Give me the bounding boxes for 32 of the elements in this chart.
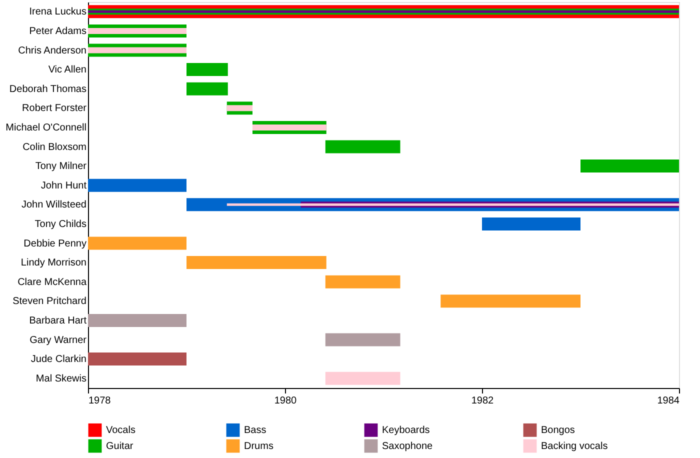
legend-label: Backing vocals: [541, 441, 608, 452]
y-tick-label: Peter Adams: [29, 26, 86, 37]
y-tick-label: Tony Milner: [35, 161, 88, 172]
y-tick-label: Steven Pritchard: [12, 296, 86, 308]
y-tick-label: Robert Forster: [22, 103, 88, 114]
y-tick-label: Lindy Morrison: [20, 258, 86, 269]
y-tick-label: Chris Anderson: [18, 45, 86, 56]
legend-label: Keyboards: [382, 425, 430, 436]
y-tick-label: Barbara Hart: [29, 315, 87, 326]
y-tick-label: Vic Allen: [48, 64, 86, 76]
x-tick-label: 1978: [88, 396, 112, 406]
y-tick-label: Deborah Thomas: [9, 84, 86, 95]
y-tick-label: Mal Skewis: [36, 373, 86, 384]
legend-label: Drums: [244, 441, 274, 452]
y-tick-label: Irena Luckus: [29, 6, 86, 18]
legend-label: Saxophone: [382, 441, 434, 452]
y-tick-label: Colin Bloxsom: [22, 142, 86, 153]
legend-label: Bongos: [541, 425, 575, 436]
x-tick-label: 1980: [274, 396, 298, 406]
y-tick-label: Jude Clarkin: [30, 354, 86, 366]
legend-label: Bass: [244, 425, 266, 436]
x-tick-label: 1984: [657, 396, 680, 406]
y-tick-label: John Hunt: [40, 180, 87, 192]
y-tick-label: Michael O'Connell: [6, 122, 86, 134]
y-tick-label: Clare McKenna: [18, 276, 87, 288]
y-tick-label: John Willsteed: [21, 200, 86, 211]
legend-label: Vocals: [106, 425, 136, 436]
y-tick-label: Gary Warner: [30, 334, 88, 346]
x-tick-label: 1982: [471, 396, 494, 406]
y-tick-label: Tony Childs: [34, 218, 86, 230]
y-tick-label: Debbie Penny: [24, 238, 86, 250]
legend-label: Guitar: [106, 441, 134, 452]
